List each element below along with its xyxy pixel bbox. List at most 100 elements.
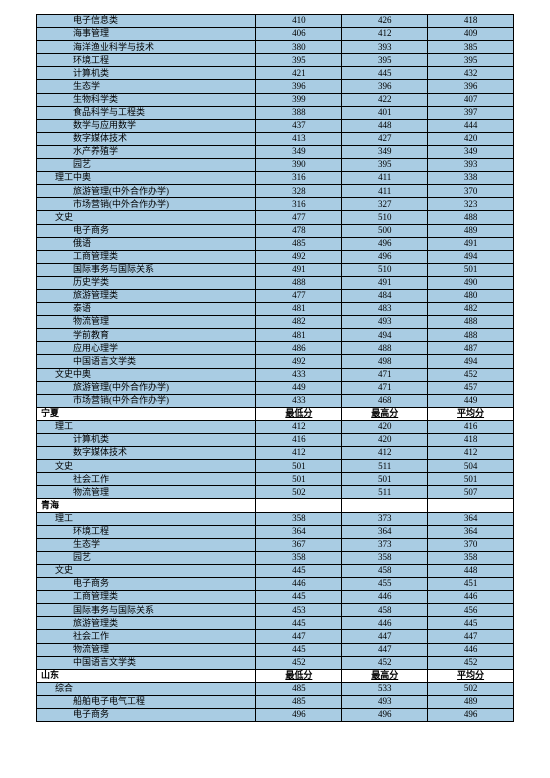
row-name: 理工 [37, 420, 256, 433]
row-col-1: 327 [342, 198, 428, 211]
row-col-0: 491 [256, 263, 342, 276]
row-col-2: 323 [428, 198, 514, 211]
row-name: 电子商务 [37, 224, 256, 237]
table-row: 市场营销(中外合作办学)433468449 [37, 394, 514, 407]
table-row: 山东最低分最高分平均分 [37, 669, 514, 682]
row-col-2: 385 [428, 41, 514, 54]
row-col-0: 388 [256, 106, 342, 119]
row-col-1: 496 [342, 237, 428, 250]
row-col-2: 418 [428, 15, 514, 28]
row-col-1: 458 [342, 604, 428, 617]
row-col-2: 409 [428, 28, 514, 41]
row-name: 数字媒体技术 [37, 447, 256, 460]
row-name: 理工 [37, 512, 256, 525]
row-col-0: 502 [256, 486, 342, 499]
row-col-0: 501 [256, 460, 342, 473]
row-col-0: 488 [256, 276, 342, 289]
row-col-1: 422 [342, 93, 428, 106]
row-col-2: 496 [428, 708, 514, 721]
row-name: 学前教育 [37, 329, 256, 342]
row-name: 数字媒体技术 [37, 132, 256, 145]
row-col-1: 510 [342, 211, 428, 224]
row-col-2: 444 [428, 119, 514, 132]
row-col-2: 488 [428, 211, 514, 224]
row-col-2: 420 [428, 132, 514, 145]
row-col-0: 501 [256, 473, 342, 486]
table-row: 理工358373364 [37, 512, 514, 525]
table-row: 电子商务478500489 [37, 224, 514, 237]
row-col-0: 445 [256, 643, 342, 656]
row-col-0 [256, 499, 342, 512]
row-name: 电子商务 [37, 578, 256, 591]
row-col-2: 494 [428, 355, 514, 368]
row-name: 海事管理 [37, 28, 256, 41]
row-col-1: 373 [342, 538, 428, 551]
row-col-0: 485 [256, 237, 342, 250]
row-col-2: 416 [428, 420, 514, 433]
row-col-1: 483 [342, 303, 428, 316]
score-table: 电子信息类410426418海事管理406412409海洋渔业科学与技术3803… [36, 14, 514, 722]
row-col-2: 449 [428, 394, 514, 407]
row-col-2: 451 [428, 578, 514, 591]
row-col-1: 最高分 [342, 669, 428, 682]
table-row: 文史477510488 [37, 211, 514, 224]
row-col-1: 最高分 [342, 407, 428, 420]
table-row: 理工412420416 [37, 420, 514, 433]
table-row: 数学与应用数学437448444 [37, 119, 514, 132]
row-col-0: 358 [256, 551, 342, 564]
row-col-2: 407 [428, 93, 514, 106]
table-row: 计算机类416420418 [37, 434, 514, 447]
row-col-1: 426 [342, 15, 428, 28]
row-name: 数学与应用数学 [37, 119, 256, 132]
row-col-2: 501 [428, 473, 514, 486]
table-row: 生态学396396396 [37, 80, 514, 93]
table-row: 市场营销(中外合作办学)316327323 [37, 198, 514, 211]
row-col-2: 432 [428, 67, 514, 80]
row-col-0: 395 [256, 54, 342, 67]
table-row: 船舶电子电气工程485493489 [37, 695, 514, 708]
row-col-1: 488 [342, 342, 428, 355]
table-row: 历史学类488491490 [37, 276, 514, 289]
row-col-1: 411 [342, 185, 428, 198]
row-col-0: 358 [256, 512, 342, 525]
row-col-2: 457 [428, 381, 514, 394]
row-col-1: 358 [342, 551, 428, 564]
row-name: 理工中奥 [37, 172, 256, 185]
row-col-1: 510 [342, 263, 428, 276]
row-name: 环境工程 [37, 54, 256, 67]
table-row: 文史501511504 [37, 460, 514, 473]
row-col-1: 471 [342, 381, 428, 394]
row-col-2: 447 [428, 630, 514, 643]
row-col-0: 433 [256, 368, 342, 381]
row-col-0: 445 [256, 591, 342, 604]
row-col-0: 367 [256, 538, 342, 551]
row-name: 旅游管理(中外合作办学) [37, 381, 256, 394]
row-col-2: 370 [428, 538, 514, 551]
row-col-1: 420 [342, 434, 428, 447]
row-col-0: 485 [256, 695, 342, 708]
row-col-2: 494 [428, 250, 514, 263]
row-name: 生物科学类 [37, 93, 256, 106]
row-name: 工商管理类 [37, 250, 256, 263]
row-col-0: 486 [256, 342, 342, 355]
row-col-2: 396 [428, 80, 514, 93]
row-col-1: 498 [342, 355, 428, 368]
row-name: 国际事务与国际关系 [37, 263, 256, 276]
row-col-1: 496 [342, 250, 428, 263]
row-col-2: 482 [428, 303, 514, 316]
table-row: 社会工作447447447 [37, 630, 514, 643]
row-col-2: 393 [428, 159, 514, 172]
table-row: 学前教育481494488 [37, 329, 514, 342]
row-col-0: 485 [256, 682, 342, 695]
row-name: 文史 [37, 211, 256, 224]
table-row: 物流管理502511507 [37, 486, 514, 499]
row-name: 旅游管理(中外合作办学) [37, 185, 256, 198]
row-col-1: 411 [342, 172, 428, 185]
row-name: 文史中奥 [37, 368, 256, 381]
row-col-1: 395 [342, 159, 428, 172]
row-name: 泰语 [37, 303, 256, 316]
table-row: 文史中奥433471452 [37, 368, 514, 381]
row-col-2: 488 [428, 329, 514, 342]
row-col-2: 507 [428, 486, 514, 499]
table-row: 国际事务与国际关系491510501 [37, 263, 514, 276]
